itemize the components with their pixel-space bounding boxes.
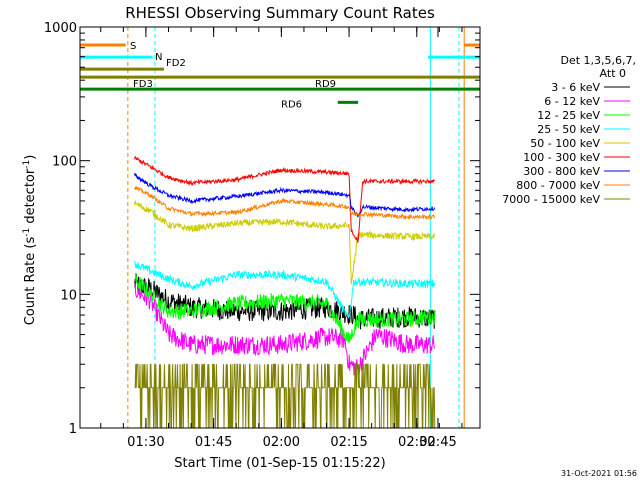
legend-label: 3 - 6 keV [551, 81, 600, 94]
series-line [134, 173, 436, 218]
series-line [134, 260, 436, 319]
flag-label: RD6 [281, 99, 302, 110]
series-line [134, 200, 436, 285]
y-axis-label: Count Rate (s-1 detector-1) [22, 155, 38, 326]
series-line [134, 155, 436, 243]
legend-header-line-2: Att 0 [600, 67, 626, 80]
y-tick-label: 10 [60, 288, 77, 303]
y-tick-label: 1000 [44, 21, 77, 36]
x-tick-label: 02:00 [263, 435, 300, 450]
x-tick-label: 02:30 [398, 435, 435, 450]
legend-label: 7000 - 15000 keV [502, 193, 600, 206]
plot-frame [79, 26, 481, 429]
legend-label: 50 - 100 keV [530, 137, 600, 150]
legend-label: 25 - 50 keV [537, 123, 600, 136]
y-tick-label: 100 [52, 155, 77, 170]
legend-label: 12 - 25 keV [537, 109, 600, 122]
flag-label: RD9 [315, 79, 336, 90]
flag-label: FD3 [133, 79, 153, 90]
footer-timestamp: 31-Oct-2021 01:56 [561, 469, 637, 478]
plot-area: S N FD2 FD3 RD9 RD6 [79, 27, 480, 429]
legend-label: 6 - 12 keV [544, 95, 600, 108]
series-line [134, 278, 436, 376]
flag-label: FD2 [166, 58, 186, 69]
flag-label: S [130, 41, 136, 52]
x-axis-label: Start Time (01-Sep-15 01:15:22) [174, 456, 385, 471]
x-tick-label: 02:45 [419, 435, 456, 450]
x-tick-label: 01:45 [195, 435, 232, 450]
flag-label: N [155, 52, 162, 63]
series-line [134, 272, 436, 343]
chart-title: RHESSI Observing Summary Count Rates [125, 4, 435, 22]
x-tick-label: 01:30 [127, 435, 164, 450]
y-tick-label: 1 [69, 422, 77, 437]
legend-label: 300 - 800 keV [523, 165, 600, 178]
legend-label: 800 - 7000 keV [516, 179, 600, 192]
x-tick-label: 02:15 [330, 435, 367, 450]
series-line [134, 185, 436, 221]
legend-label: 100 - 300 keV [523, 151, 600, 164]
legend-header-line-1: Det 1,3,5,6,7, [560, 54, 636, 67]
series-line [134, 363, 436, 429]
